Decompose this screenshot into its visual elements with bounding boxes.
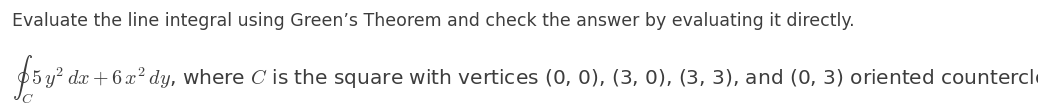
Text: Evaluate the line integral using Green’s Theorem and check the answer by evaluat: Evaluate the line integral using Green’s…	[12, 12, 855, 30]
Text: $\oint_C 5\,y^2\,dx + 6\,x^2\,dy$, where $C$ is the square with vertices (0, 0),: $\oint_C 5\,y^2\,dx + 6\,x^2\,dy$, where…	[12, 54, 1038, 106]
